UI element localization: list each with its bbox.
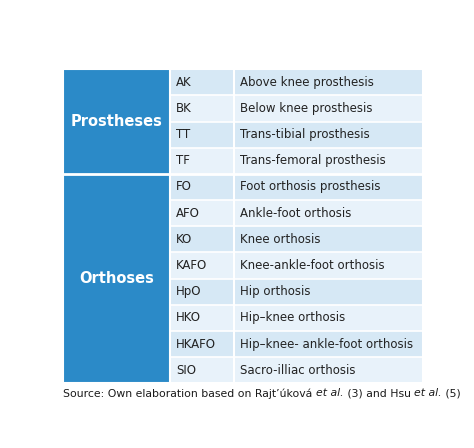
Bar [234,121,423,148]
Bar [234,331,423,357]
Bar [170,279,234,305]
Bar [63,69,170,174]
Bar [234,148,423,174]
Text: Ankle-foot orthosis: Ankle-foot orthosis [240,207,351,220]
Text: HpO: HpO [176,285,202,298]
Bar [234,279,423,305]
Text: AFO: AFO [176,207,200,220]
Text: TF: TF [176,154,190,167]
Bar [170,305,234,331]
Text: Hip–knee orthosis: Hip–knee orthosis [240,311,345,324]
Text: et al.: et al. [414,388,442,398]
Text: TT: TT [176,128,191,141]
Bar [170,148,234,174]
Text: (5): (5) [442,388,460,398]
Text: Foot orthosis prosthesis: Foot orthosis prosthesis [240,181,380,194]
Text: Hip orthosis: Hip orthosis [240,285,310,298]
Text: et al.: et al. [316,388,344,398]
Bar [170,226,234,252]
Bar [170,95,234,121]
Text: Prostheses: Prostheses [71,114,163,129]
Bar [170,174,234,200]
Text: (3) and Hsu: (3) and Hsu [344,388,414,398]
Text: Sacro-illiac orthosis: Sacro-illiac orthosis [240,364,356,377]
Bar [234,357,423,383]
Bar [170,252,234,279]
Text: HKO: HKO [176,311,201,324]
Bar [63,174,170,383]
Text: FO: FO [176,181,192,194]
Text: Trans-tibial prosthesis: Trans-tibial prosthesis [240,128,370,141]
Text: Trans-femoral prosthesis: Trans-femoral prosthesis [240,154,385,167]
Bar [234,174,423,200]
Text: Orthoses: Orthoses [79,271,154,286]
Text: BK: BK [176,102,192,115]
Text: Knee-ankle-foot orthosis: Knee-ankle-foot orthosis [240,259,384,272]
Bar [234,226,423,252]
Text: HKAFO: HKAFO [176,337,216,350]
Bar [234,252,423,279]
Text: Below knee prosthesis: Below knee prosthesis [240,102,372,115]
Bar [234,69,423,95]
Text: KO: KO [176,233,192,246]
Bar [170,357,234,383]
Text: Above knee prosthesis: Above knee prosthesis [240,76,374,89]
Bar [170,331,234,357]
Text: Hip–knee- ankle-foot orthosis: Hip–knee- ankle-foot orthosis [240,337,413,350]
Text: SIO: SIO [176,364,196,377]
Text: AK: AK [176,76,192,89]
Bar [170,200,234,226]
Bar [234,305,423,331]
Bar [170,69,234,95]
Bar [170,121,234,148]
Text: KAFO: KAFO [176,259,208,272]
Bar [234,95,423,121]
Text: Knee orthosis: Knee orthosis [240,233,320,246]
Bar [234,200,423,226]
Text: Source: Own elaboration based on Rajt’úková: Source: Own elaboration based on Rajt’úk… [63,388,316,399]
